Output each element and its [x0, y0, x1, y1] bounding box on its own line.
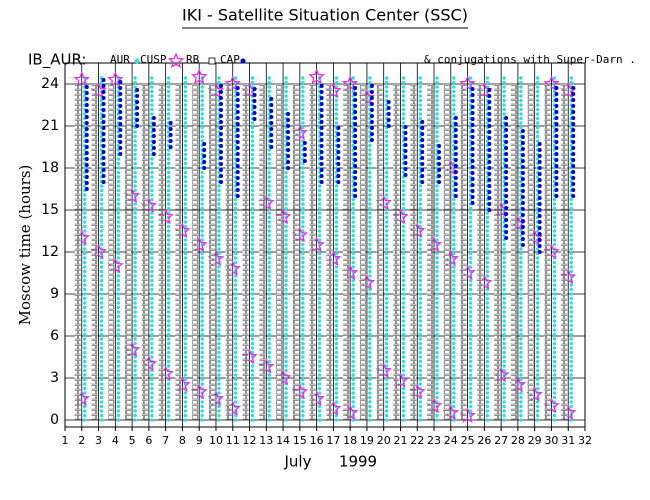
x-tick-label: 21 [393, 434, 407, 447]
x-tick-label: 32 [578, 434, 592, 447]
rb-column [91, 84, 98, 420]
legend-label: CUSP [140, 53, 167, 66]
rb-column [343, 84, 350, 420]
legend-label: CAP [220, 53, 240, 66]
legend-marker [208, 57, 216, 65]
x-tick-label: 29 [528, 434, 542, 447]
x-tick-label: 14 [276, 434, 290, 447]
x-tick-label: 9 [196, 434, 203, 447]
rb-column [494, 84, 501, 420]
y-tick-label: 21 [41, 118, 59, 134]
rb-column [359, 84, 366, 420]
x-tick-label: 10 [209, 434, 223, 447]
x-tick-label: 31 [561, 434, 575, 447]
legend-marker [134, 58, 140, 64]
rb-column [393, 84, 400, 420]
rb-column [175, 84, 182, 420]
star-marker [459, 75, 476, 91]
x-tick-label: 1 [62, 434, 69, 447]
y-tick-label: 24 [41, 76, 59, 92]
x-tick-label: 17 [326, 434, 340, 447]
rb-column [125, 84, 132, 420]
x-tick-label: 15 [293, 434, 307, 447]
rb-column [561, 84, 568, 420]
x-tick-label: 23 [427, 434, 441, 447]
rb-column [141, 84, 148, 420]
x-tick-label: 5 [129, 434, 136, 447]
star-marker [190, 68, 208, 84]
legend-marker [167, 52, 185, 68]
plot-frame [64, 62, 586, 428]
rb-column [108, 84, 115, 420]
x-tick-label: 19 [360, 434, 374, 447]
rb-column [208, 84, 215, 420]
y-axis-label: Moscow time (hours) [16, 165, 34, 326]
rb-column [477, 84, 484, 420]
x-tick-label: 11 [226, 434, 240, 447]
x-tick-label: 25 [461, 434, 475, 447]
rb-column [427, 84, 434, 420]
x-tick-label: 28 [511, 434, 525, 447]
rb-column [460, 84, 467, 420]
star-marker [308, 68, 325, 84]
x-tick-label: 12 [243, 434, 257, 447]
x-tick-label: 4 [112, 434, 119, 447]
x-tick-label: 30 [544, 434, 558, 447]
legend-marker [240, 58, 246, 64]
plot-label: IB_AUR: [28, 51, 86, 70]
star-marker [107, 71, 124, 87]
x-tick-label: 27 [494, 434, 508, 447]
rb-column [74, 84, 81, 420]
x-tick-label: 8 [179, 434, 186, 447]
star-marker [224, 75, 241, 91]
rb-column [376, 84, 383, 420]
rb-column [309, 84, 316, 420]
y-tick-label: 12 [41, 244, 59, 260]
rb-column [510, 84, 517, 420]
star-marker [543, 75, 560, 91]
y-tick-label: 6 [50, 328, 59, 344]
rb-column [443, 84, 450, 420]
y-tick-label: 18 [41, 160, 59, 176]
rb-column [242, 84, 249, 420]
x-tick-label: 16 [310, 434, 324, 447]
x-tick-label: 7 [162, 434, 169, 447]
x-tick-label: 3 [95, 434, 102, 447]
rb-column [292, 84, 299, 420]
x-tick-label: 6 [145, 434, 152, 447]
annotation: & conjugations with Super-Darn . [424, 53, 636, 66]
star-marker [341, 75, 359, 91]
rb-column [158, 84, 165, 420]
legend-label: RB [186, 53, 200, 66]
y-tick-label: 15 [41, 202, 59, 218]
rb-column [544, 84, 551, 420]
rb-column [276, 84, 283, 420]
rb-column [225, 84, 232, 420]
x-tick-label: 22 [410, 434, 424, 447]
x-tick-label: 24 [444, 434, 458, 447]
x-tick-label: 18 [343, 434, 357, 447]
star-marker [73, 71, 90, 87]
x-axis-year: 1999 [339, 453, 377, 471]
x-tick-label: 26 [477, 434, 491, 447]
x-tick-label: 13 [259, 434, 273, 447]
rb-column [410, 84, 417, 420]
rb-column [527, 84, 534, 420]
x-tick-label: 2 [78, 434, 85, 447]
y-tick-label: 3 [50, 370, 59, 386]
rb-column [326, 84, 333, 420]
rb-column [192, 84, 199, 420]
y-tick-label: 9 [50, 286, 59, 302]
legend-label: AUR [110, 53, 130, 66]
x-tick-label: 20 [377, 434, 391, 447]
rb-column [259, 84, 266, 420]
y-tick-label: 0 [50, 412, 59, 428]
x-axis-month: July [284, 453, 312, 471]
chart-title: IKI - Satellite Situation Center (SSC) [182, 6, 468, 25]
